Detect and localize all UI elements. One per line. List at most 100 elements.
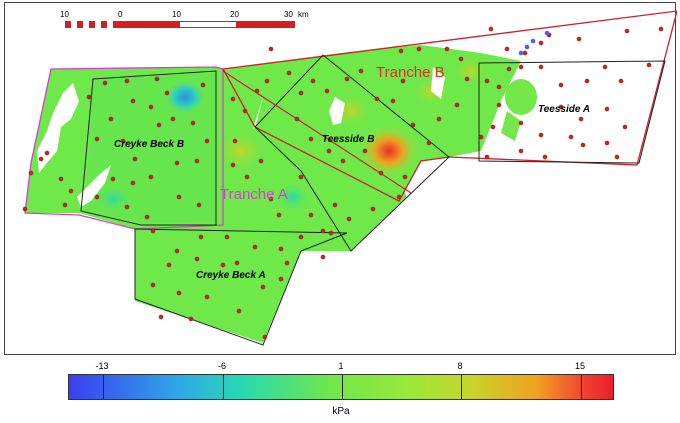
sample-point [308, 136, 314, 142]
sample-point [602, 64, 608, 70]
tranche-b-label: Tranche B [376, 64, 445, 81]
creyke-beck-a-label: Creyke Beck A [196, 270, 266, 281]
sample-point [120, 138, 126, 144]
teesside-a-label: Teesside A [538, 104, 591, 115]
sample-point [522, 50, 528, 56]
map-frame [4, 2, 677, 355]
sample-point [496, 102, 502, 108]
sample-point [484, 78, 490, 84]
tranche-a-label: Tranche A [220, 186, 288, 203]
sample-point [658, 26, 664, 32]
sample-point [220, 262, 226, 268]
sample-point [518, 120, 524, 126]
colorbar-tick-label: -6 [217, 361, 227, 371]
colorbar-tick [103, 375, 104, 399]
sample-point [132, 156, 138, 162]
scale-label-10-left: 10 [60, 10, 69, 19]
sample-point [204, 138, 210, 144]
sample-point [194, 256, 200, 262]
sample-point [150, 282, 156, 288]
sample-point [436, 116, 442, 122]
sample-point [518, 50, 524, 56]
sample-point [538, 40, 544, 46]
sample-point [490, 124, 496, 130]
sample-point [390, 98, 396, 104]
sample-point [298, 174, 304, 180]
scale-unit: km [298, 10, 309, 19]
scale-label-0: 0 [118, 10, 123, 19]
sample-point [538, 132, 544, 138]
sample-point [258, 158, 264, 164]
sample-point [604, 140, 610, 146]
sample-point [340, 158, 346, 164]
sample-point [94, 194, 100, 200]
sample-point [234, 260, 240, 266]
sample-point [530, 38, 536, 44]
sample-point [236, 308, 242, 314]
sample-point [252, 244, 258, 250]
sample-point [198, 234, 204, 240]
sample-point [538, 64, 544, 70]
sample-point [580, 142, 586, 148]
sample-point [194, 158, 200, 164]
sample-point [558, 104, 564, 110]
sample-point [148, 104, 154, 110]
sample-point [568, 134, 574, 140]
sample-point [542, 154, 548, 160]
sample-point [260, 284, 266, 290]
scale-label-10: 10 [172, 10, 181, 19]
sample-point [618, 78, 624, 84]
scale-label-30: 30 [284, 10, 293, 19]
sample-point [22, 206, 28, 212]
sample-point [524, 44, 530, 50]
teesside-b-label: Teesside B [322, 134, 375, 145]
sample-point [284, 260, 290, 266]
creyke-beck-b-label: Creyke Beck B [114, 139, 185, 150]
sample-point [310, 78, 316, 84]
sample-point [264, 78, 270, 84]
sample-point [268, 46, 274, 52]
sample-point [170, 116, 176, 122]
sample-point [558, 82, 564, 88]
sample-point [454, 102, 460, 108]
sample-point [426, 140, 432, 146]
sample-point [294, 116, 300, 122]
scale-label-20: 20 [230, 10, 239, 19]
colorbar-tick [223, 375, 224, 399]
colorbar-tick [342, 375, 343, 399]
sample-point [94, 136, 100, 142]
sample-point [496, 84, 502, 90]
sample-point [188, 316, 194, 322]
sample-point [320, 228, 326, 234]
sample-point [174, 248, 180, 254]
sample-point [646, 62, 652, 68]
sample-point [396, 194, 402, 200]
creyke-beck-a-boundary [134, 228, 348, 346]
sample-point [488, 26, 494, 32]
sample-point [176, 290, 182, 296]
sample-point [224, 234, 230, 240]
creyke-beck-b-boundary [80, 70, 217, 226]
sample-point [176, 194, 182, 200]
sample-point [68, 188, 74, 194]
sample-point [328, 230, 334, 236]
sample-point [624, 28, 630, 34]
sample-point [614, 154, 620, 160]
sample-point [148, 174, 154, 180]
sample-point [320, 254, 326, 260]
sample-point [410, 122, 416, 128]
sample-point [276, 212, 282, 218]
scale-bar [65, 21, 295, 28]
sample-point [478, 134, 484, 140]
sample-point [332, 202, 338, 208]
sample-point [506, 66, 512, 72]
sample-point [346, 216, 352, 222]
sample-point [242, 108, 248, 114]
colorbar-tick [461, 375, 462, 399]
sample-point [398, 48, 404, 54]
sample-point [130, 98, 136, 104]
colorbar-tick-label: -13 [95, 361, 109, 371]
sample-point [262, 334, 268, 340]
sample-point [544, 30, 550, 36]
sample-point [444, 46, 450, 52]
